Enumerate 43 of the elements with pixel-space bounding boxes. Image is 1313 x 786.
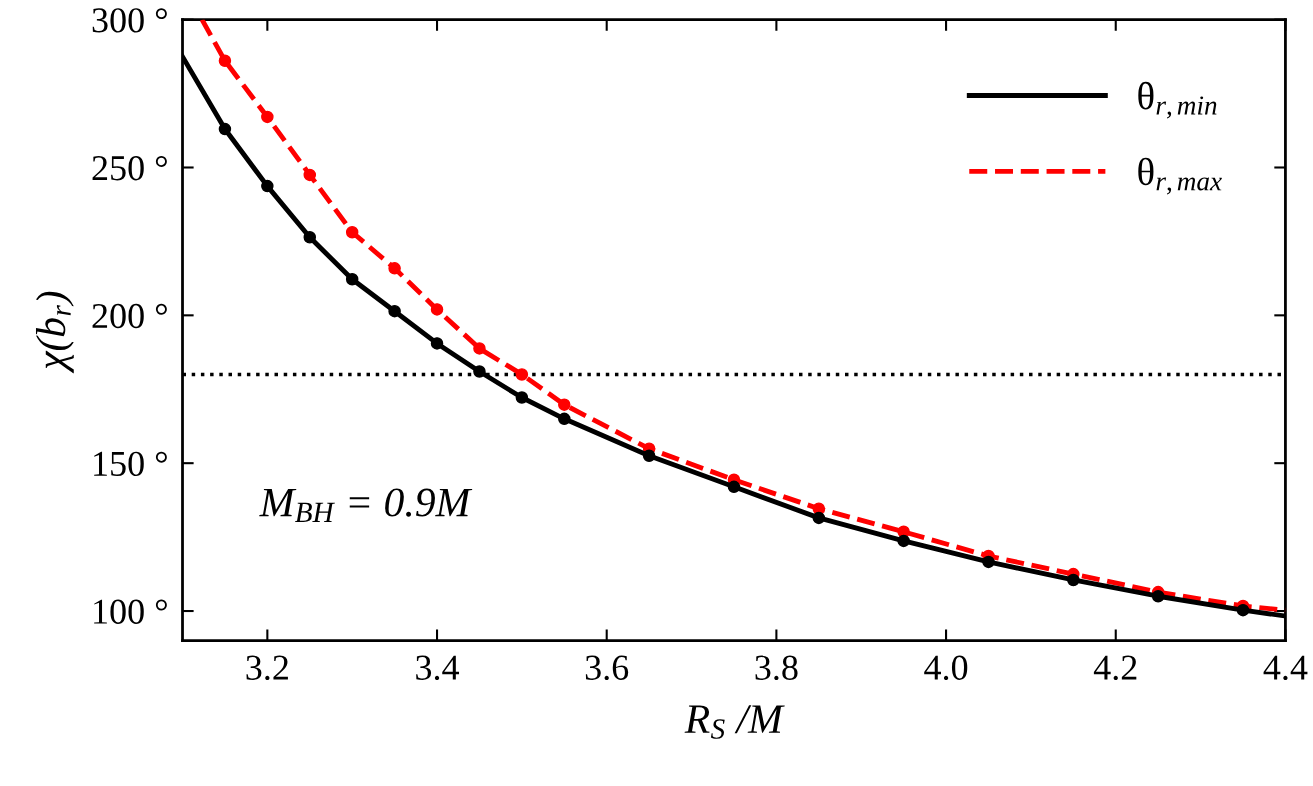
point (982, 555, 995, 569)
point (515, 391, 529, 404)
point (558, 412, 571, 426)
point (303, 231, 317, 244)
point (261, 179, 274, 193)
x-tick-label: 3.4 (416, 655, 460, 681)
x-tick-label: 4.2 (1093, 655, 1137, 681)
point (1151, 589, 1165, 603)
x-tick-label: 3.2 (246, 655, 288, 681)
point (388, 262, 401, 275)
x-tick-label: 3.8 (755, 655, 798, 681)
point (388, 304, 401, 318)
point (558, 398, 571, 411)
y-tick-label: 200 ° (92, 303, 167, 329)
point (515, 368, 529, 381)
point (897, 534, 910, 548)
x-axis-title: R$_{S}$ /M (684, 705, 785, 739)
y-axis-title: χ(b$_{r}$) (35, 291, 74, 374)
legend-label: θ$_{r,min}$ (1138, 81, 1217, 119)
x-tick-label: 3.6 (585, 655, 629, 681)
point (218, 54, 232, 68)
point (430, 303, 444, 316)
point (473, 365, 486, 378)
point (1067, 573, 1080, 587)
point (303, 168, 317, 182)
y-tick-label: 150 ° (94, 451, 167, 477)
point (345, 225, 359, 239)
y-tick-label: 300 ° (92, 8, 167, 33)
point (642, 449, 656, 463)
point (727, 480, 741, 494)
annotation: M$_{BH}$ = 0.9M (259, 488, 473, 523)
point (218, 122, 232, 136)
point (261, 110, 274, 124)
point (812, 511, 826, 525)
x-tick-label: 4.0 (924, 655, 968, 681)
legend-label: θ$_{r,max}$ (1138, 157, 1222, 195)
point (1236, 603, 1250, 617)
point (473, 342, 486, 355)
point (345, 273, 359, 286)
point (430, 337, 444, 350)
y-tick-label: 250 ° (92, 156, 167, 181)
y-tick-label: 100 ° (94, 599, 167, 624)
x-tick-label: 4.4 (1263, 655, 1308, 681)
